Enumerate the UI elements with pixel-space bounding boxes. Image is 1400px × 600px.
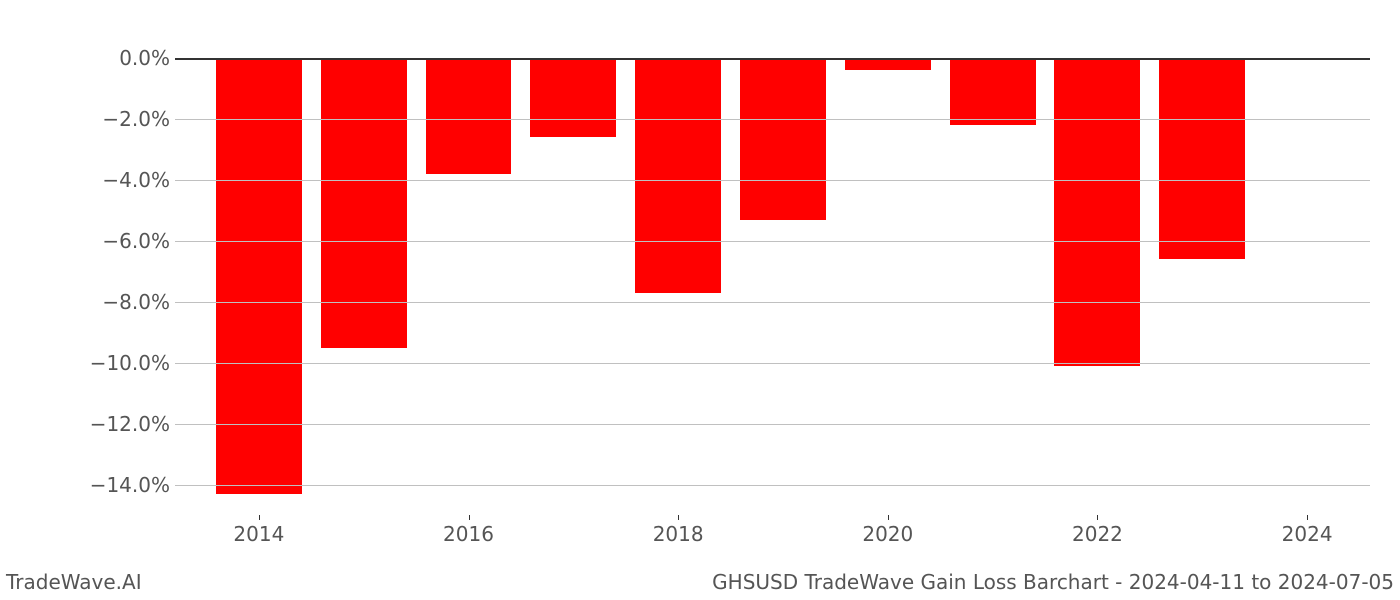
y-tick-label: −8.0% bbox=[102, 290, 170, 314]
bar-2023 bbox=[1159, 58, 1245, 259]
grid-line bbox=[175, 485, 1370, 486]
x-tick-mark bbox=[259, 515, 260, 520]
x-tick-mark bbox=[1097, 515, 1098, 520]
zero-line bbox=[175, 58, 1370, 60]
x-tick-mark bbox=[469, 515, 470, 520]
bars-layer bbox=[175, 40, 1370, 515]
grid-line bbox=[175, 363, 1370, 364]
y-tick-label: −12.0% bbox=[90, 412, 170, 436]
grid-line bbox=[175, 180, 1370, 181]
y-tick-label: −2.0% bbox=[102, 107, 170, 131]
footer-right-text: GHSUSD TradeWave Gain Loss Barchart - 20… bbox=[712, 570, 1394, 594]
y-tick-label: 0.0% bbox=[119, 46, 170, 70]
x-tick-label: 2014 bbox=[233, 522, 284, 546]
x-tick-mark bbox=[888, 515, 889, 520]
x-tick-label: 2018 bbox=[653, 522, 704, 546]
x-tick-mark bbox=[1307, 515, 1308, 520]
bar-2020 bbox=[845, 58, 931, 70]
grid-line bbox=[175, 424, 1370, 425]
chart-plot-area bbox=[175, 40, 1370, 515]
bar-2022 bbox=[1054, 58, 1140, 366]
bar-2019 bbox=[740, 58, 826, 219]
y-tick-label: −14.0% bbox=[90, 473, 170, 497]
x-tick-label: 2024 bbox=[1282, 522, 1333, 546]
grid-line bbox=[175, 302, 1370, 303]
bar-2016 bbox=[426, 58, 512, 174]
bar-2014 bbox=[216, 58, 302, 493]
footer-left-text: TradeWave.AI bbox=[6, 570, 142, 594]
grid-line bbox=[175, 241, 1370, 242]
x-tick-mark bbox=[678, 515, 679, 520]
x-tick-label: 2022 bbox=[1072, 522, 1123, 546]
y-tick-label: −10.0% bbox=[90, 351, 170, 375]
bar-2015 bbox=[321, 58, 407, 347]
y-tick-label: −4.0% bbox=[102, 168, 170, 192]
y-tick-label: −6.0% bbox=[102, 229, 170, 253]
x-tick-label: 2016 bbox=[443, 522, 494, 546]
bar-2021 bbox=[950, 58, 1036, 125]
bar-2017 bbox=[530, 58, 616, 137]
grid-line bbox=[175, 119, 1370, 120]
x-tick-label: 2020 bbox=[862, 522, 913, 546]
bar-2018 bbox=[635, 58, 721, 292]
